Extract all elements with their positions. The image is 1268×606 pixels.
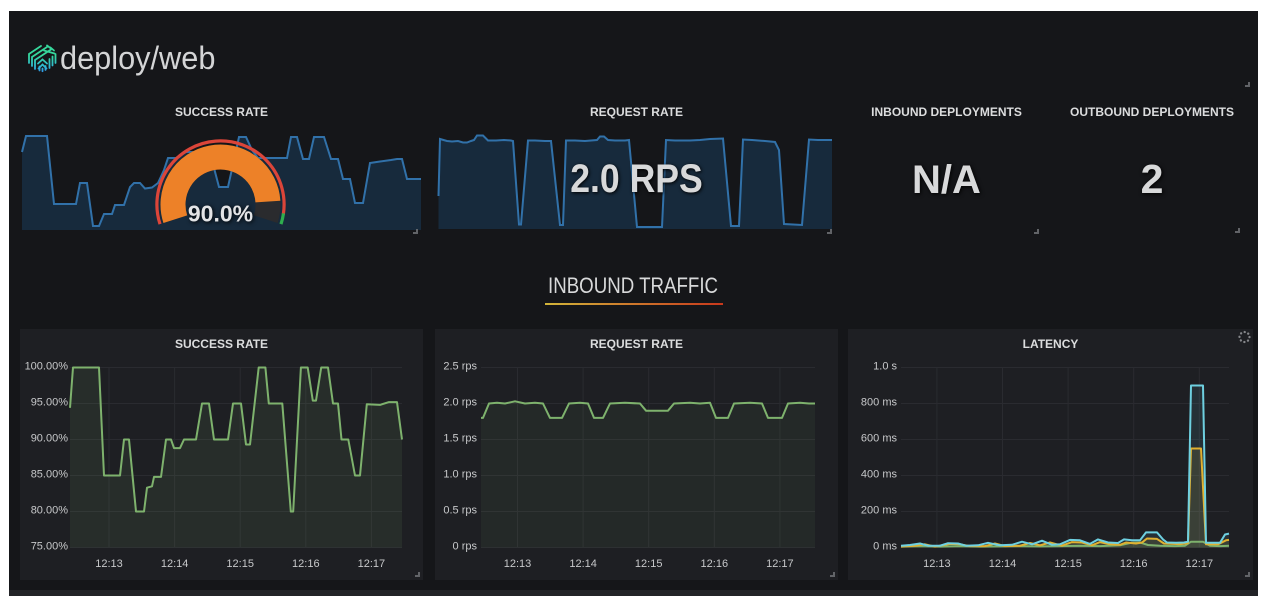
svg-text:2.5 rps: 2.5 rps <box>443 361 477 373</box>
svg-text:90.00%: 90.00% <box>31 433 69 445</box>
svg-text:600 ms: 600 ms <box>861 433 898 445</box>
svg-text:12:16: 12:16 <box>701 558 729 570</box>
svg-text:0 ms: 0 ms <box>873 541 897 553</box>
svg-text:12:13: 12:13 <box>504 558 532 570</box>
svg-text:1.0 s: 1.0 s <box>873 361 897 373</box>
svg-text:100.00%: 100.00% <box>25 361 69 373</box>
svg-text:12:15: 12:15 <box>226 558 254 570</box>
svg-text:12:14: 12:14 <box>989 558 1017 570</box>
svg-text:200 ms: 200 ms <box>861 505 898 517</box>
svg-text:12:14: 12:14 <box>569 558 597 570</box>
svg-text:12:16: 12:16 <box>1120 558 1148 570</box>
svg-text:1.5 rps: 1.5 rps <box>443 433 477 445</box>
svg-text:95.00%: 95.00% <box>31 397 69 409</box>
svg-text:400 ms: 400 ms <box>861 469 898 481</box>
svg-text:12:17: 12:17 <box>358 558 386 570</box>
svg-text:90.0%: 90.0% <box>188 201 253 227</box>
svg-text:12:15: 12:15 <box>1054 558 1082 570</box>
svg-text:2.0 rps: 2.0 rps <box>443 397 477 409</box>
svg-text:80.00%: 80.00% <box>31 505 69 517</box>
svg-text:0.5 rps: 0.5 rps <box>443 505 477 517</box>
svg-text:1.0 rps: 1.0 rps <box>443 469 477 481</box>
svg-text:0 rps: 0 rps <box>453 541 478 553</box>
svg-text:12:16: 12:16 <box>292 558 320 570</box>
svg-text:12:17: 12:17 <box>766 558 794 570</box>
svg-text:12:14: 12:14 <box>161 558 189 570</box>
svg-text:12:13: 12:13 <box>923 558 951 570</box>
svg-text:85.00%: 85.00% <box>31 469 69 481</box>
svg-text:12:15: 12:15 <box>635 558 663 570</box>
svg-text:800 ms: 800 ms <box>861 397 898 409</box>
svg-text:12:13: 12:13 <box>95 558 123 570</box>
svg-text:12:17: 12:17 <box>1186 558 1214 570</box>
svg-text:75.00%: 75.00% <box>31 541 69 553</box>
